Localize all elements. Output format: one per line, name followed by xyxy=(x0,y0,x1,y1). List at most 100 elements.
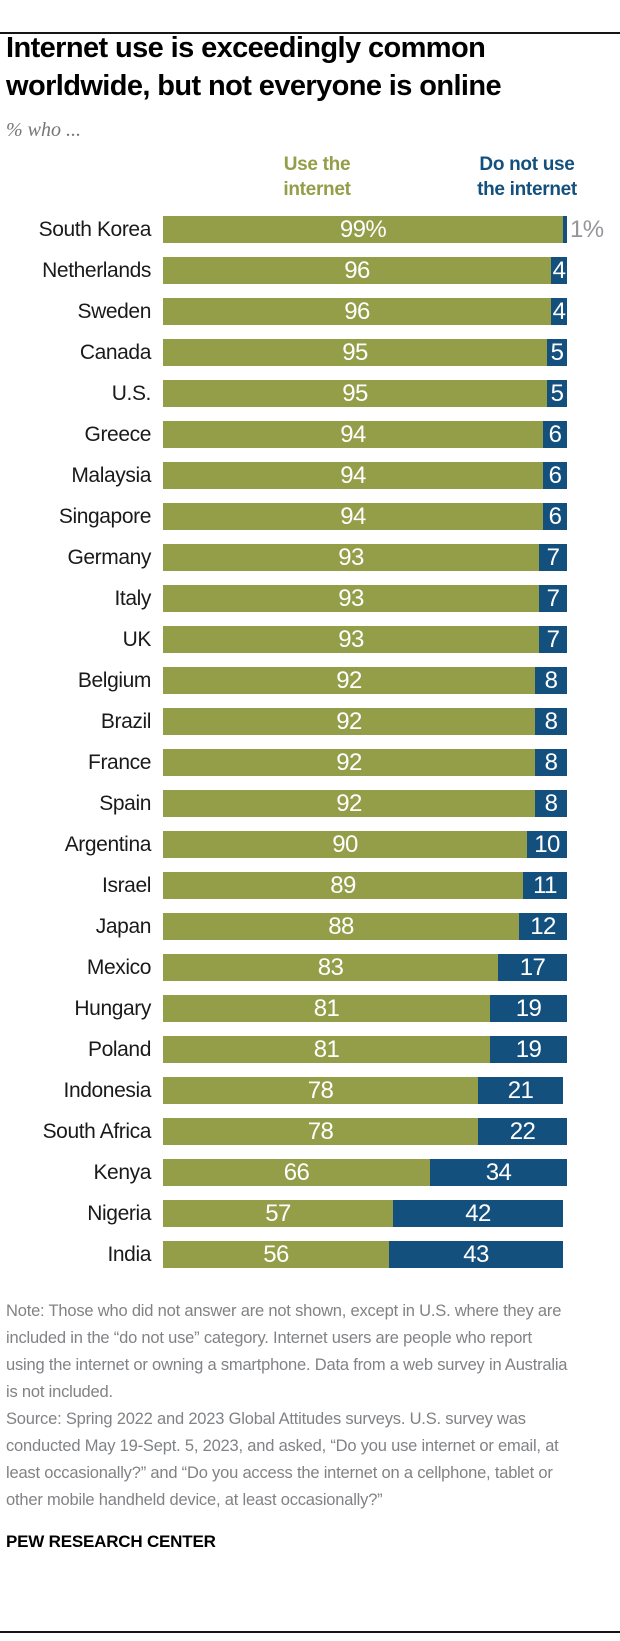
bar-segment-do-not-use-internet: 17 xyxy=(498,954,567,981)
legend-use-internet: Use the internet xyxy=(283,154,351,200)
value-label-use: 78 xyxy=(307,1117,334,1145)
bar-segment-do-not-use-internet: 6 xyxy=(543,503,567,530)
value-label-use: 94 xyxy=(340,502,366,530)
value-label-use: 92 xyxy=(336,707,362,735)
value-label-nonuse: 22 xyxy=(509,1117,536,1145)
country-label: Hungary xyxy=(74,996,151,1020)
bar-segment-do-not-use-internet: 8 xyxy=(535,749,567,776)
bar-segment-do-not-use-internet: 21 xyxy=(478,1077,563,1104)
bar-segment-use-internet: 93 xyxy=(163,585,539,612)
country-label: Greece xyxy=(84,422,152,446)
bar-segment-use-internet: 92 xyxy=(163,749,535,776)
value-label-nonuse: 7 xyxy=(546,625,560,653)
value-label-nonuse: 34 xyxy=(485,1158,512,1186)
table-row: U.S. 95 5 xyxy=(6,373,614,414)
value-label-nonuse: 12 xyxy=(530,912,556,940)
bar-track: 90 10 xyxy=(163,831,615,858)
bar-track: 92 8 xyxy=(163,667,615,694)
bar-segment-use-internet: 93 xyxy=(163,544,539,571)
value-label-use: 92 xyxy=(336,789,362,817)
value-label-use: 93 xyxy=(338,625,364,653)
value-label-nonuse: 21 xyxy=(507,1076,534,1104)
country-label: South Korea xyxy=(38,217,152,241)
value-label-nonuse: 8 xyxy=(544,707,558,735)
chart-subtitle: % who ... xyxy=(6,119,81,141)
page-title: Internet use is exceedingly common worldw… xyxy=(6,29,614,105)
bottom-rule xyxy=(0,1631,620,1633)
bar-segment-use-internet: 57 xyxy=(163,1200,393,1227)
bar-segment-use-internet: 81 xyxy=(163,1036,490,1063)
value-label-nonuse: 10 xyxy=(534,830,560,858)
value-label-use: 81 xyxy=(313,1035,340,1063)
bar-segment-use-internet: 92 xyxy=(163,667,535,694)
bar-track: 92 8 xyxy=(163,749,615,776)
top-rule xyxy=(0,32,620,34)
bar-segment-use-internet: 56 xyxy=(163,1241,389,1268)
bar-track: 78 22 xyxy=(163,1118,615,1145)
title-line-1: Internet use is exceedingly common xyxy=(6,32,486,64)
country-label: Italy xyxy=(114,586,151,610)
bar-segment-use-internet: 81 xyxy=(163,995,490,1022)
table-row: Israel 89 11 xyxy=(6,865,614,906)
bar-segment-do-not-use-internet: 22 xyxy=(478,1118,567,1145)
bar-segment-do-not-use-internet: 5 xyxy=(547,339,567,366)
value-label-use: 93 xyxy=(338,584,364,612)
bar-segment-do-not-use-internet: 43 xyxy=(389,1241,563,1268)
value-label-use: 81 xyxy=(313,994,340,1022)
country-label: UK xyxy=(122,627,152,651)
value-label-nonuse: 6 xyxy=(548,420,562,448)
bar-segment-do-not-use-internet: 10 xyxy=(527,831,567,858)
bar-segment-use-internet: 92 xyxy=(163,708,535,735)
table-row: Poland 81 19 xyxy=(6,1029,614,1070)
bar-segment-use-internet: 78 xyxy=(163,1077,478,1104)
country-label: Germany xyxy=(67,545,151,569)
bar-track: 78 21 xyxy=(163,1077,615,1104)
table-row: Mexico 83 17 xyxy=(6,947,614,988)
bar-segment-use-internet: 78 xyxy=(163,1118,478,1145)
country-label: Belgium xyxy=(77,668,151,692)
bar-track: 95 5 xyxy=(163,380,615,407)
bar-segment-do-not-use-internet: 8 xyxy=(535,667,567,694)
bar-segment-use-internet: 66 xyxy=(163,1159,430,1186)
value-label-use: 90 xyxy=(332,830,358,858)
chart-legend: Use the internet Do not use the internet xyxy=(6,152,614,204)
table-row: Indonesia 78 21 xyxy=(6,1070,614,1111)
value-label-nonuse: 19 xyxy=(515,994,542,1022)
bar-track: 94 6 xyxy=(163,421,615,448)
bar-track: 56 43 xyxy=(163,1241,615,1268)
country-label: Brazil xyxy=(100,709,152,733)
bar-segment-do-not-use-internet: 4 xyxy=(551,298,567,325)
bar-track: 83 17 xyxy=(163,954,615,981)
bar-track: 89 11 xyxy=(163,872,615,899)
country-label: France xyxy=(88,750,151,774)
chart-source: Source: Spring 2022 and 2023 Global Atti… xyxy=(6,1410,559,1509)
bar-track: 92 8 xyxy=(163,708,615,735)
bar-segment-do-not-use-internet: 7 xyxy=(539,585,567,612)
bar-track: 88 12 xyxy=(163,913,615,940)
bar-segment-use-internet: 89 xyxy=(163,872,523,899)
bar-track: 81 19 xyxy=(163,995,615,1022)
table-row: Canada 95 5 xyxy=(6,332,614,373)
bar-segment-do-not-use-internet: 6 xyxy=(543,462,567,489)
bar-segment-use-internet: 94 xyxy=(163,421,543,448)
bar-segment-do-not-use-internet: 19 xyxy=(490,995,567,1022)
bar-track: 96 4 xyxy=(163,257,615,284)
value-label-nonuse: 4 xyxy=(552,297,566,325)
bar-segment-use-internet: 93 xyxy=(163,626,539,653)
value-label-nonuse: 6 xyxy=(548,461,562,489)
country-label: Kenya xyxy=(93,1160,151,1184)
bar-track: 94 6 xyxy=(163,462,615,489)
bar-segment-use-internet: 94 xyxy=(163,503,543,530)
table-row: Hungary 81 19 xyxy=(6,988,614,1029)
table-row: Sweden 96 4 xyxy=(6,291,614,332)
value-label-use: 92 xyxy=(336,748,362,776)
bar-segment-use-internet: 90 xyxy=(163,831,527,858)
chart-rows: South Korea 99% 1% Netherlands 96 4 Swed… xyxy=(6,209,614,1275)
country-label: Mexico xyxy=(86,955,152,979)
country-label: Nigeria xyxy=(87,1201,151,1225)
bar-segment-use-internet: 95 xyxy=(163,380,547,407)
value-label-nonuse-outside: 1% xyxy=(570,215,604,243)
table-row: Nigeria 57 42 xyxy=(6,1193,614,1234)
value-label-nonuse: 4 xyxy=(552,256,566,284)
bar-track: 93 7 xyxy=(163,585,615,612)
